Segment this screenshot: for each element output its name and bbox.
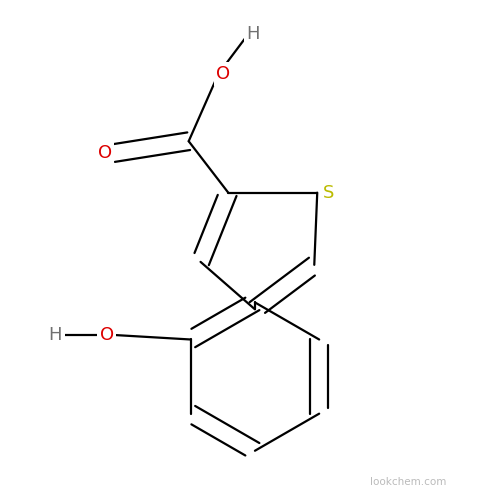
Text: H: H: [246, 26, 260, 44]
Text: lookchem.com: lookchem.com: [370, 478, 446, 488]
Text: O: O: [100, 326, 114, 344]
Text: H: H: [48, 326, 62, 344]
Text: S: S: [322, 184, 334, 202]
Text: O: O: [216, 65, 230, 83]
Text: O: O: [98, 144, 112, 162]
